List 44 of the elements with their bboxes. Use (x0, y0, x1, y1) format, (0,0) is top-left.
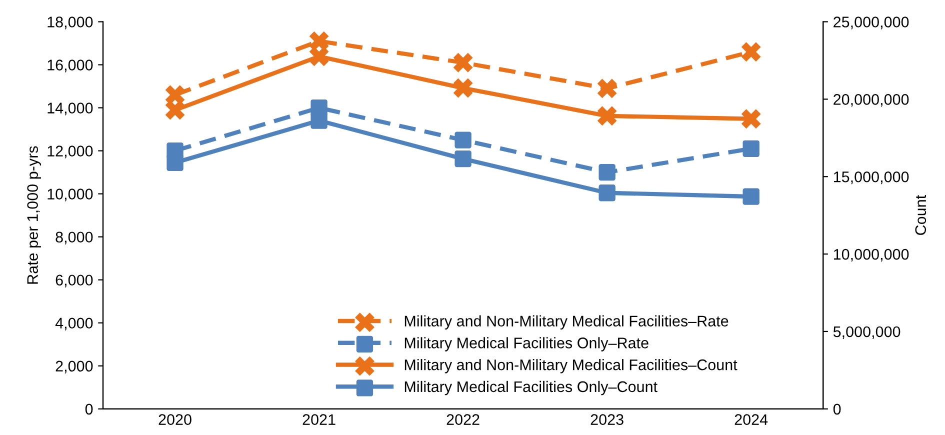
y2-tick-label: 0 (833, 404, 841, 415)
x-tick-label: 2020 (158, 414, 192, 425)
point (741, 109, 761, 129)
y2-tick-label: 15,000,000 (834, 171, 909, 184)
y-tick-label: 12,000 (48, 146, 93, 158)
point (454, 150, 472, 168)
y-tick-label: 16,000 (48, 60, 93, 72)
x-tick-label: 2023 (590, 414, 624, 425)
y-tick-label: 8,000 (56, 232, 93, 244)
legend-label: Military Medical Facilities Only–Rate (404, 337, 648, 352)
point (165, 100, 185, 120)
point (742, 140, 760, 157)
y-tick-label: 0 (85, 404, 93, 415)
y-axis-title: Rate per 1,000 p-yrs (27, 146, 42, 284)
point (309, 46, 329, 66)
y2-tick-label: 5,000,000 (833, 326, 900, 339)
point (166, 154, 184, 172)
y-tick-label: 18,000 (48, 16, 93, 30)
legend-label: Military and Non-Military Medical Facilities–Rate (404, 315, 728, 330)
x-tick-label: 2022 (446, 414, 480, 425)
y-tick-label: 2,000 (56, 360, 93, 374)
point (454, 132, 472, 148)
y2-tick-label: 10,000,000 (834, 248, 909, 262)
y2-tick-label: 20,000,000 (834, 94, 909, 107)
point (741, 42, 761, 62)
x-tick-label: 2021 (302, 414, 336, 425)
y-tick-label: 14,000 (48, 102, 93, 116)
y-tick-label: 6,000 (56, 274, 93, 288)
point (310, 112, 328, 129)
y2-axis-title: Count (915, 195, 926, 235)
point (597, 106, 617, 126)
point (453, 52, 473, 72)
point (597, 78, 617, 98)
legend-label: Military Medical Facilities Only–Count (404, 380, 658, 396)
point (598, 184, 616, 202)
point (598, 164, 616, 181)
y-tick-label: 4,000 (55, 318, 93, 330)
y2-tick-label: 25,000,000 (834, 16, 909, 30)
point (453, 78, 473, 98)
x-tick-label: 2024 (734, 414, 768, 425)
point (309, 31, 329, 51)
point (742, 188, 760, 205)
legend-label: Military and Non-Military Medical Facilities–Count (404, 359, 738, 374)
y-tick-label: 10,000 (48, 188, 93, 202)
